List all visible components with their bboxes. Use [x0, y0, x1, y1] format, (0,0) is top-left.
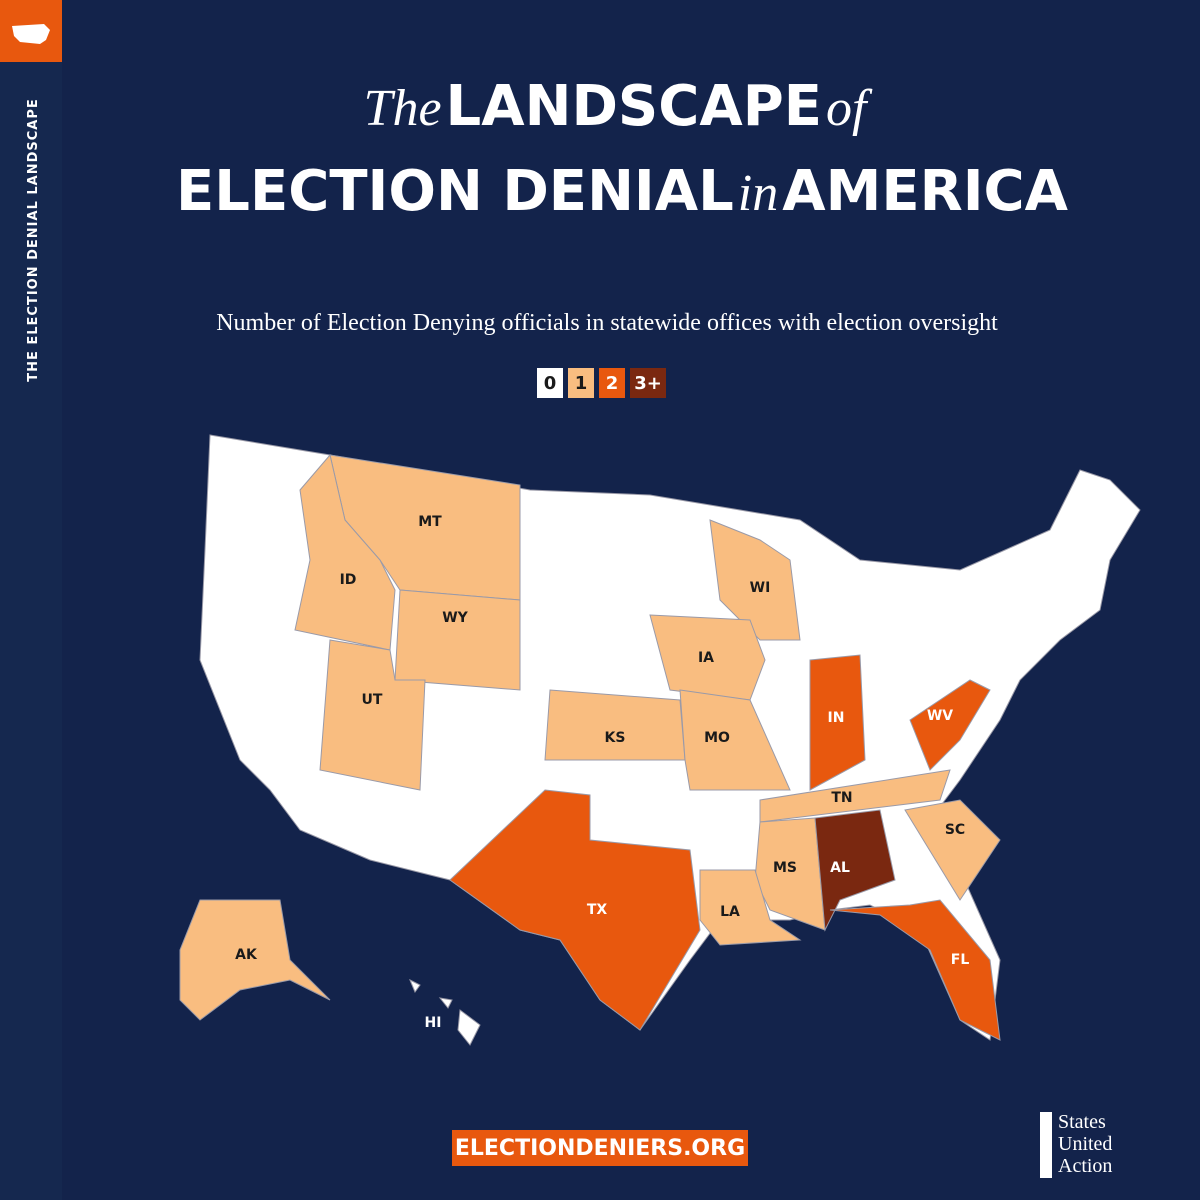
state: FL	[829, 899, 1001, 1041]
state-label: WI	[750, 580, 771, 596]
state-label: FL	[951, 952, 970, 968]
state: KS	[544, 689, 686, 761]
state-shape	[649, 614, 766, 701]
state-label: WY	[442, 610, 468, 626]
state-label: IA	[698, 650, 714, 666]
state-label: UT	[362, 692, 383, 708]
legend-swatch	[537, 368, 563, 398]
state: ID	[294, 453, 396, 651]
logo-text: States	[1058, 1111, 1106, 1133]
state: IN	[809, 654, 866, 791]
url[interactable]: ELECTIONDENIERS.ORG	[455, 1136, 745, 1161]
legend-swatch	[630, 368, 666, 398]
url-box	[452, 1130, 748, 1166]
state: WY	[394, 589, 521, 691]
state-shape	[699, 869, 802, 946]
state-label: SC	[945, 822, 965, 838]
state-label: MO	[704, 730, 730, 746]
us-icon	[12, 24, 50, 44]
state-shape	[829, 899, 1001, 1041]
sidebar	[0, 0, 62, 1200]
state-shape	[759, 769, 951, 823]
state-shape	[449, 789, 701, 1031]
legend: 0 1 2 3+	[537, 368, 666, 398]
legend-label: 1	[575, 373, 588, 394]
state-shape	[809, 654, 866, 791]
states: MT ID WY UT WI IA KS MO IN WV TN SC MS A…	[179, 453, 1001, 1046]
state-label: KS	[605, 730, 626, 746]
state-shape	[679, 689, 791, 791]
state: LA	[699, 869, 802, 946]
state-label: ID	[340, 572, 357, 588]
state-label: MT	[418, 514, 442, 530]
state-shape	[179, 899, 331, 1021]
state-label: WV	[927, 708, 953, 724]
state-shape	[544, 689, 686, 761]
state-shape	[457, 1009, 481, 1046]
state-shape	[814, 809, 896, 932]
state: AL	[814, 809, 896, 932]
state-label: AK	[235, 947, 258, 963]
logo-text: United	[1058, 1133, 1112, 1155]
state: TX	[449, 789, 701, 1031]
legend-label: 2	[606, 373, 619, 394]
state: MO	[679, 689, 791, 791]
legend-swatch	[568, 368, 594, 398]
sidebar-text: THE ELECTION DENIAL LANDSCAPE	[26, 98, 41, 382]
state-shape	[709, 519, 801, 641]
state: SC	[904, 799, 1001, 901]
state: WV	[909, 679, 991, 771]
state-label: IN	[828, 710, 845, 726]
state: TN	[759, 769, 951, 823]
state: UT	[319, 639, 426, 791]
title-line2: ELECTION DENIAL in AMERICA	[176, 159, 1069, 224]
logo-bar	[1040, 1112, 1052, 1178]
state-label: TX	[587, 902, 608, 918]
legend-label: 3+	[634, 373, 662, 394]
state: AK	[179, 899, 331, 1021]
subtitle: Number of Election Denying officials in …	[216, 310, 998, 336]
state-shape	[294, 453, 396, 651]
state-label: HI	[425, 1015, 442, 1031]
state: HI	[409, 978, 481, 1046]
state-label: MS	[773, 860, 797, 876]
state-label: TN	[831, 790, 852, 806]
state: MS	[754, 817, 826, 931]
state-label: AL	[830, 860, 850, 876]
state-shape	[394, 589, 521, 691]
state-shape	[438, 997, 453, 1009]
legend-label: 0	[544, 373, 557, 394]
state-shape	[909, 679, 991, 771]
logo-text: Action	[1058, 1155, 1112, 1177]
state-shape	[319, 639, 426, 791]
legend-swatch	[599, 368, 625, 398]
state-shape	[904, 799, 1001, 901]
title-line1: The LANDSCAPE of	[364, 74, 873, 139]
state: WI	[709, 519, 801, 641]
state: IA	[649, 614, 766, 701]
state-shape	[754, 817, 826, 931]
state-shape	[409, 978, 421, 994]
state-label: LA	[720, 904, 740, 920]
